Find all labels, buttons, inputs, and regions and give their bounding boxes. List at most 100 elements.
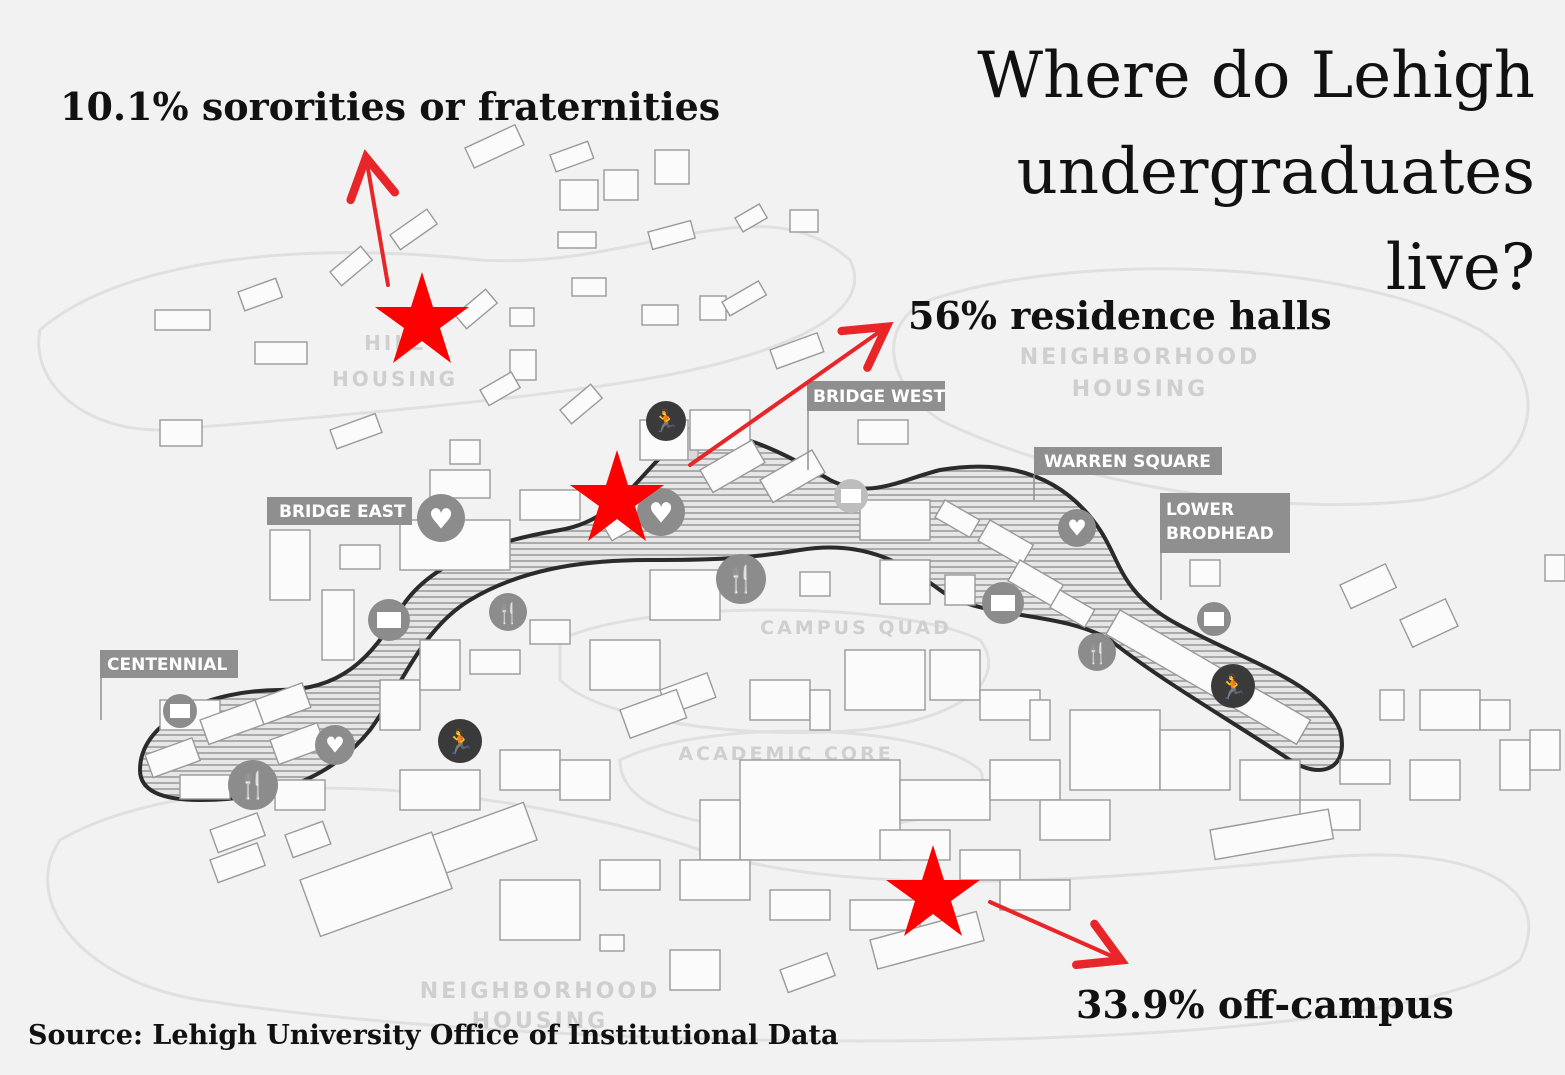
runner-icon: 🏃 <box>438 719 482 763</box>
building <box>1379 689 1405 721</box>
building <box>284 820 332 859</box>
star-marker-offcampus <box>886 845 980 936</box>
building <box>859 499 931 541</box>
building <box>1419 689 1481 731</box>
building <box>1399 597 1459 649</box>
building <box>1339 562 1398 610</box>
page-title: Where do Lehigh undergraduates live? <box>915 28 1535 316</box>
heart-icon: ♥ <box>1058 509 1096 547</box>
stat-greek-life: 10.1% sororities or fraternities <box>60 84 721 129</box>
star-markers <box>375 272 980 936</box>
building <box>789 209 819 233</box>
building <box>1239 759 1301 801</box>
building <box>144 737 202 779</box>
book-icon <box>368 599 410 641</box>
building <box>589 639 661 691</box>
svg-text:♥: ♥ <box>428 503 453 536</box>
stat-residence-halls: 56% residence halls <box>908 293 1332 338</box>
building <box>499 749 561 791</box>
building <box>419 639 461 691</box>
svg-text:🍴: 🍴 <box>725 564 757 595</box>
building <box>519 489 581 521</box>
building <box>699 439 766 494</box>
svg-text:CENTENNIAL: CENTENNIAL <box>107 655 227 675</box>
fork-knife-icon: 🍴 <box>489 593 527 631</box>
building <box>159 419 203 447</box>
fork-knife-icon: 🍴 <box>228 760 278 810</box>
source-note: Source: Lehigh University Office of Inst… <box>28 1020 839 1051</box>
fork-knife-icon: 🍴 <box>716 554 766 604</box>
building <box>399 769 481 811</box>
building <box>1049 589 1096 629</box>
building <box>641 304 679 326</box>
svg-text:🍴: 🍴 <box>1085 641 1110 665</box>
arrow-greek <box>346 149 399 287</box>
building <box>274 779 326 811</box>
stat-off-campus: 33.9% off-campus <box>1076 982 1454 1027</box>
svg-text:🍴: 🍴 <box>237 770 269 801</box>
building <box>254 682 312 726</box>
building <box>154 309 211 331</box>
building <box>479 371 522 407</box>
building <box>559 383 604 425</box>
label-lower-brodhead: LOWER BRODHEAD <box>1160 493 1290 600</box>
zone-neighborhood-ne: NEIGHBORHOOD <box>1020 345 1261 370</box>
book-icon <box>163 694 197 728</box>
building <box>321 589 355 661</box>
building <box>989 759 1061 801</box>
annotation-arrows <box>346 149 1129 970</box>
building <box>649 569 721 621</box>
building <box>379 679 421 731</box>
svg-text:BRODHEAD: BRODHEAD <box>1166 524 1274 544</box>
building <box>603 169 639 201</box>
building <box>557 231 597 249</box>
book-icon <box>1197 602 1231 636</box>
svg-text:WARREN SQUARE: WARREN SQUARE <box>1044 452 1211 472</box>
building <box>509 307 535 327</box>
building <box>1189 559 1221 587</box>
building <box>739 759 901 861</box>
building <box>1339 759 1391 785</box>
building <box>429 469 491 499</box>
building <box>857 419 909 445</box>
building <box>254 341 308 365</box>
building <box>339 544 381 570</box>
arrow-residence <box>688 321 894 467</box>
building <box>209 812 267 854</box>
svg-text:🍴: 🍴 <box>496 601 521 625</box>
location-labels: BRIDGE WEST BRIDGE EAST WARREN SQUARE LO… <box>100 381 1290 720</box>
building <box>389 208 439 251</box>
building <box>844 649 926 711</box>
building <box>449 439 481 465</box>
building <box>1029 699 1051 741</box>
building <box>619 688 688 740</box>
building <box>779 952 837 994</box>
zone-neighborhood-s: NEIGHBORHOOD <box>420 979 661 1004</box>
svg-text:🏃: 🏃 <box>652 409 679 435</box>
building <box>559 179 599 211</box>
title-line: live? <box>1385 231 1535 305</box>
svg-text:🏃: 🏃 <box>445 728 475 756</box>
book-icon <box>982 582 1024 624</box>
building <box>699 295 727 321</box>
svg-text:🏃: 🏃 <box>1218 673 1248 701</box>
building <box>929 649 981 701</box>
building <box>469 649 521 675</box>
building <box>299 831 453 938</box>
label-bridge-east: BRIDGE EAST <box>267 497 412 525</box>
heart-icon: ♥ <box>417 494 465 542</box>
building <box>1529 729 1561 771</box>
svg-text:LOWER: LOWER <box>1166 500 1234 520</box>
building <box>899 779 991 821</box>
building <box>1105 609 1312 746</box>
star-marker-residence <box>570 450 664 541</box>
label-warren-square: WARREN SQUARE <box>1033 447 1222 500</box>
building <box>529 619 571 645</box>
campus-buildings <box>144 123 1565 994</box>
svg-text:BRIDGE EAST: BRIDGE EAST <box>279 502 406 522</box>
label-bridge-west: BRIDGE WEST <box>807 381 946 470</box>
building <box>464 123 526 169</box>
building <box>944 574 976 606</box>
building <box>769 889 831 921</box>
